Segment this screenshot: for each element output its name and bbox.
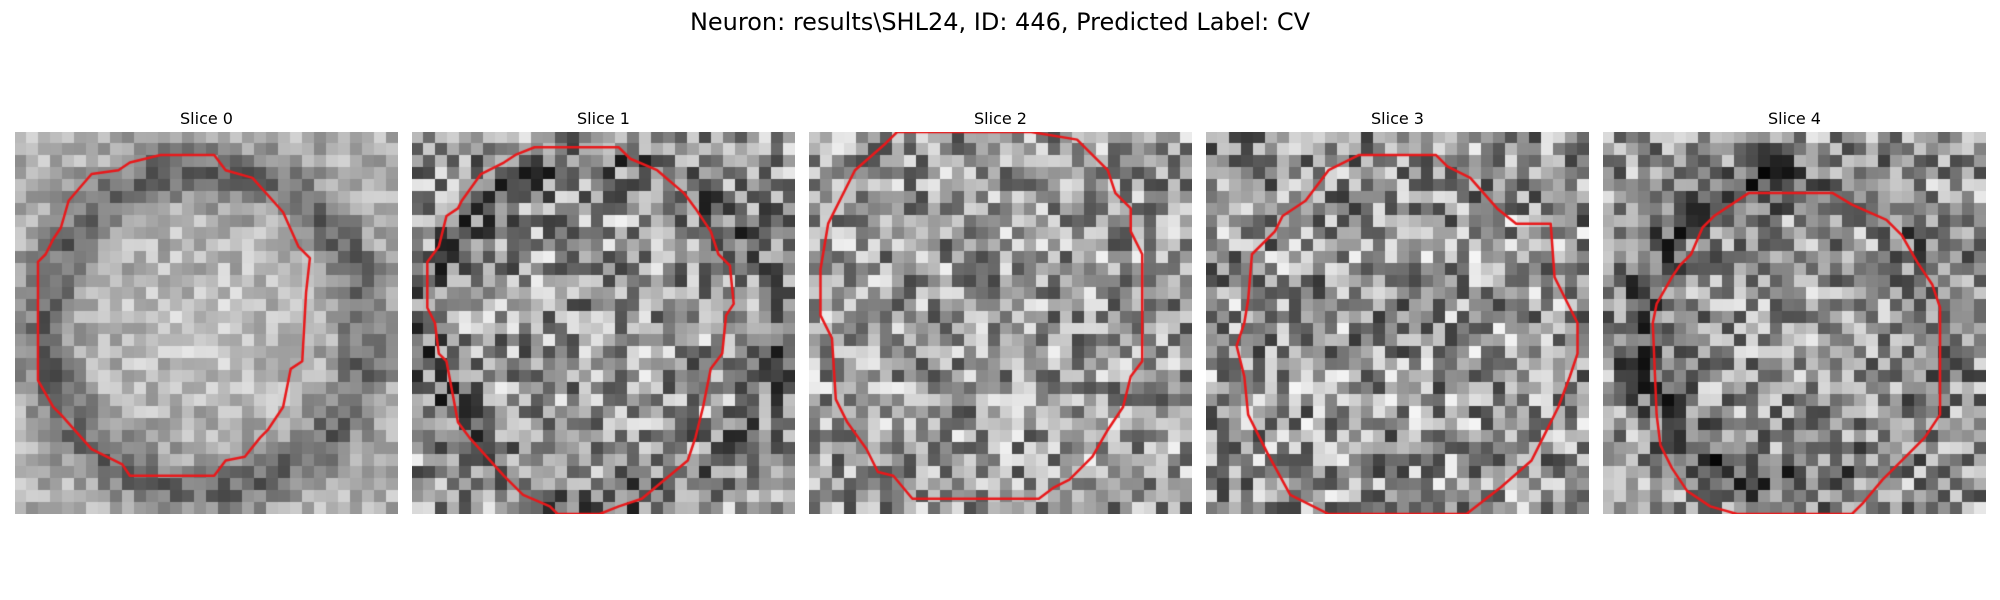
slice-panel-4: Slice 4: [1603, 110, 1986, 514]
slice-image: [1603, 132, 1986, 514]
slice-title: Slice 3: [1371, 109, 1424, 128]
slice-image: [15, 132, 398, 514]
slice-title: Slice 2: [974, 109, 1027, 128]
slice-title: Slice 1: [577, 109, 630, 128]
slice-image: [412, 132, 795, 514]
slice-image: [1206, 132, 1589, 514]
slice-panel-3: Slice 3: [1206, 110, 1589, 514]
slice-panel-0: Slice 0: [15, 110, 398, 514]
slice-title: Slice 0: [180, 109, 233, 128]
slice-image: [809, 132, 1192, 514]
slice-title: Slice 4: [1768, 109, 1821, 128]
figure-title: Neuron: results\SHL24, ID: 446, Predicte…: [689, 8, 1311, 36]
slice-panel-2: Slice 2: [809, 110, 1192, 514]
slice-panel-1: Slice 1: [412, 110, 795, 514]
